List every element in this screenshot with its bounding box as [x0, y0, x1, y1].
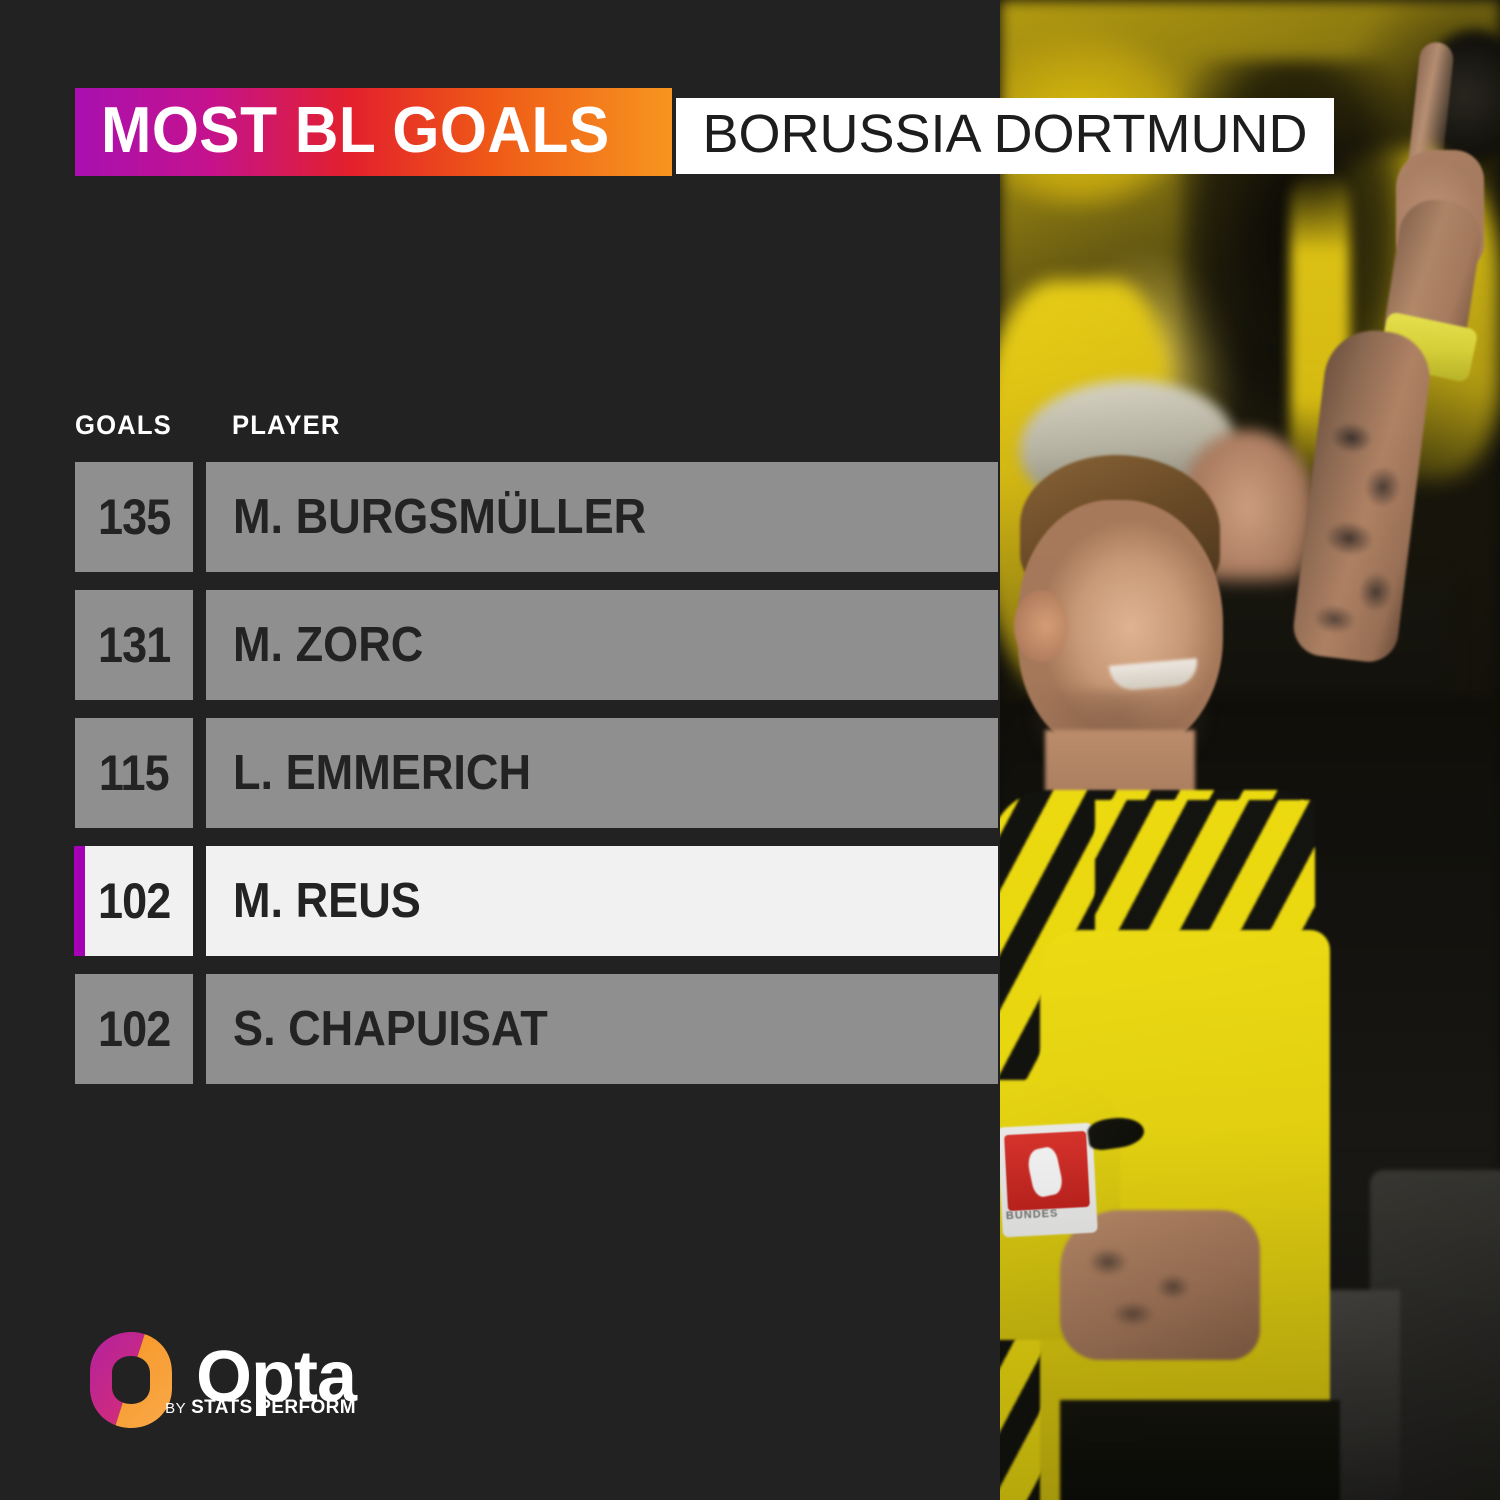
lower-arm-tattoo: [1078, 1232, 1228, 1342]
table-row[interactable]: 131 M. ZORC: [75, 590, 998, 700]
cell-gap: [193, 718, 206, 828]
highlight-accent-bar: [74, 846, 85, 956]
cell-gap: [193, 590, 206, 700]
table-row[interactable]: 102 S. CHAPUISAT: [75, 974, 998, 1084]
goals-value: 102: [97, 1001, 171, 1057]
goals-value: 131: [97, 617, 171, 673]
leaderboard-table: 135 M. BURGSMÜLLER 131 M. ZORC 115 L. EM…: [74, 462, 998, 1102]
player-photo: BUNDES: [1000, 0, 1500, 1500]
goals-cell: 102: [75, 846, 193, 956]
goals-value: 135: [97, 489, 171, 545]
cell-gap: [193, 974, 206, 1084]
player-name: M. ZORC: [233, 618, 424, 672]
photo-color-grade: [1000, 0, 1500, 1500]
subtitle-bar: BORUSSIA DORTMUND: [676, 98, 1334, 174]
column-header-player: PLAYER: [232, 410, 341, 440]
opta-by-label: BY: [165, 1399, 187, 1417]
opta-company-label: STATS PERFORM: [191, 1396, 357, 1418]
goals-cell: 131: [75, 590, 193, 700]
player-name: S. CHAPUISAT: [233, 1002, 548, 1056]
goals-value: 102: [97, 873, 171, 929]
table-row[interactable]: 135 M. BURGSMÜLLER: [75, 462, 998, 572]
player-cell: M. REUS: [206, 846, 998, 956]
cell-gap: [193, 462, 206, 572]
player-name: M. BURGSMÜLLER: [233, 490, 647, 544]
player-shorts: [1060, 1400, 1340, 1500]
table-row-highlighted[interactable]: 102 M. REUS: [74, 846, 998, 956]
title-gradient-bar: MOST BL GOALS: [75, 88, 672, 176]
player-cell: L. EMMERICH: [206, 718, 998, 828]
opta-branding: Opta BY STATS PERFORM: [88, 1330, 357, 1430]
page-title: MOST BL GOALS: [101, 93, 610, 166]
column-headers: GOALS PLAYER: [75, 410, 975, 450]
kit-sponsor-mark: [1080, 1420, 1140, 1442]
cell-gap: [193, 846, 206, 956]
page-subtitle: BORUSSIA DORTMUND: [702, 104, 1308, 164]
player-name: M. REUS: [233, 874, 421, 928]
player-cell: M. ZORC: [206, 590, 998, 700]
player-name: L. EMMERICH: [233, 746, 532, 800]
goals-cell: 102: [75, 974, 193, 1084]
opta-wordmark-wrap: Opta BY STATS PERFORM: [165, 1337, 357, 1418]
column-header-goals: GOALS: [75, 410, 172, 440]
player-cell: M. BURGSMÜLLER: [206, 462, 998, 572]
opta-ring-icon: [88, 1330, 174, 1430]
opta-tagline: BY STATS PERFORM: [165, 1397, 356, 1419]
goals-cell: 135: [75, 462, 193, 572]
title-block: MOST BL GOALS BORUSSIA DORTMUND: [75, 88, 1334, 176]
goals-value: 115: [99, 745, 170, 801]
player-cell: S. CHAPUISAT: [206, 974, 998, 1084]
opta-wordmark: Opta: [196, 1337, 357, 1418]
player-ear: [1014, 590, 1068, 662]
table-row[interactable]: 115 L. EMMERICH: [75, 718, 998, 828]
goals-cell: 115: [75, 718, 193, 828]
